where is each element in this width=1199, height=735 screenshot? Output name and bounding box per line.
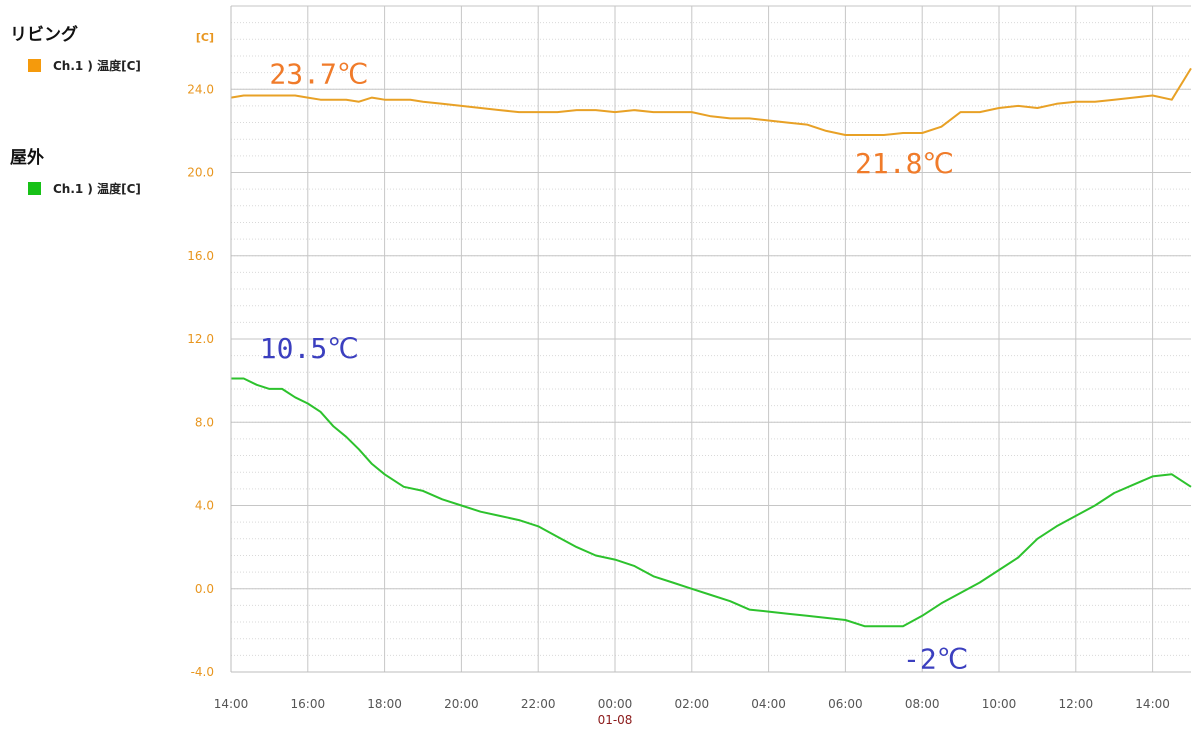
x-tick-label: 10:00: [982, 697, 1017, 711]
legend-item-label: Ch.1 ) 温度[C]: [53, 59, 141, 73]
annotation-label: 10.5℃: [260, 332, 359, 365]
x-tick-label: 02:00: [675, 697, 710, 711]
y-tick-label: -4.0: [191, 665, 214, 679]
axis-layer: -4.0 0.0 4.0 8.0 12.0 16.0 20.0 24.0 [C] 14:00 16:…: [187, 6, 1191, 727]
annotation-layer: 23.7℃ 21.8℃ 10.5℃ -2℃: [260, 57, 968, 675]
legend-swatch-orange: [28, 59, 41, 72]
legend-group-title: 屋外: [10, 148, 44, 168]
legend-group-title: リビング: [10, 25, 78, 45]
annotation-label: 21.8℃: [855, 147, 954, 180]
legend-group-living[interactable]: リビング Ch.1 ) 温度[C]: [10, 20, 141, 74]
y-tick-label: 12.0: [187, 332, 214, 346]
legend-item[interactable]: Ch.1 ) 温度[C]: [28, 57, 141, 74]
series-layer: [230, 67, 1192, 628]
legend-item-label: Ch.1 ) 温度[C]: [53, 182, 141, 196]
x-tick-label: 18:00: [367, 697, 402, 711]
y-tick-label: 20.0: [187, 166, 214, 180]
x-tick-label: 22:00: [521, 697, 556, 711]
annotation-label: 23.7℃: [269, 57, 368, 90]
y-unit-label: [C]: [196, 31, 214, 44]
x-tick-label: 00:00: [598, 697, 633, 711]
x-tick-label: 14:00: [1135, 697, 1170, 711]
legend-swatch-green: [28, 182, 41, 195]
y-tick-label: 16.0: [187, 249, 214, 263]
annotation-label: -2℃: [903, 642, 968, 675]
x-tick-label: 20:00: [444, 697, 479, 711]
y-tick-label: 0.0: [195, 582, 214, 596]
x-tick-label: 16:00: [291, 697, 326, 711]
legend-item[interactable]: Ch.1 ) 温度[C]: [28, 180, 141, 197]
x-tick-label: 06:00: [828, 697, 863, 711]
date-label: 01-08: [598, 713, 633, 727]
y-tick-label: 8.0: [195, 415, 214, 429]
y-tick-label: 4.0: [195, 499, 214, 513]
x-tick-label: 04:00: [751, 697, 786, 711]
series-line-outdoor: [231, 377, 1192, 628]
x-tick-label: 14:00: [214, 697, 249, 711]
legend-group-outdoor[interactable]: 屋外 Ch.1 ) 温度[C]: [10, 143, 141, 197]
x-tick-label: 12:00: [1059, 697, 1094, 711]
x-tick-label: 08:00: [905, 697, 940, 711]
series-line-living: [230, 67, 1192, 136]
y-tick-label: 24.0: [187, 82, 214, 96]
